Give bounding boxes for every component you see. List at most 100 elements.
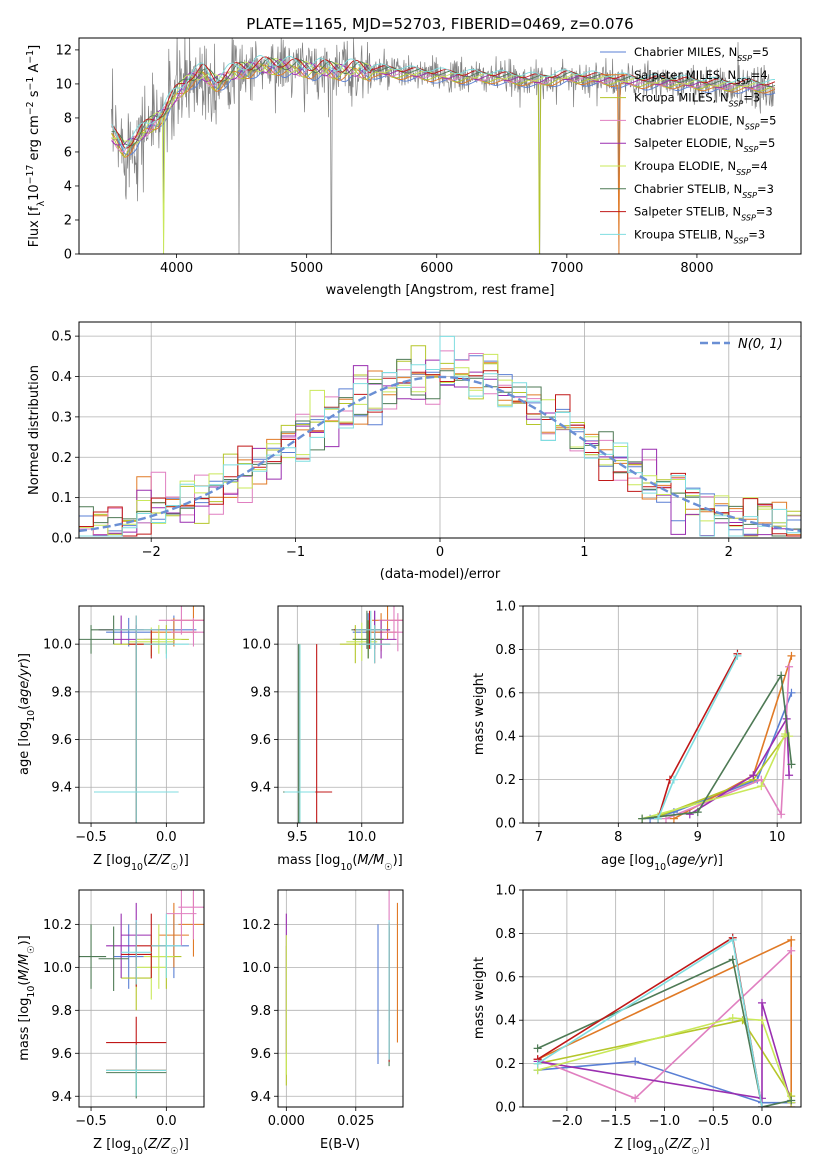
y-tick-label: 9.6 [250,1047,271,1062]
errorbar-kroupa-stelib [121,920,152,985]
errorbar-chabrier-miles [113,924,144,989]
errorbar-chabrier-stelib [79,924,107,989]
weight-point [777,810,786,819]
y-tick-label: 0.1 [51,491,72,506]
errorbar-kroupa-stelib [359,625,391,664]
plot-area [79,606,204,823]
figure-title: PLATE=1165, MJD=52703, FIBERID=0469, z=0… [246,15,633,33]
x-tick-label: −2 [142,545,161,560]
y-tick-label: 0.8 [495,927,516,942]
axes-border [522,605,802,824]
x-tick-label: 2 [725,545,733,560]
x-tick-label: −1 [286,545,305,560]
x-tick-label: 7000 [550,261,583,276]
model-spectrum-salpeter-stelib [111,56,776,149]
x-tick-label: 5000 [290,261,323,276]
errorbar-kroupa-stelib [284,644,316,823]
weight-point [533,1059,542,1068]
axes-border [78,605,205,824]
x-axis-label: Z [log10(Z/Z☉)] [93,1137,189,1157]
errorbar-kroupa-stelib [113,615,159,645]
y-tick-label: 0.8 [495,643,516,658]
y-axis-label: mass weight [472,957,487,1039]
y-tick-label: 4 [64,179,72,194]
weight-point [757,1094,766,1103]
x-tick-label: 10 [769,830,786,845]
x-tick-label: −1.0 [649,1114,681,1129]
axes-frame: 4000 5000 6000 7000 8000 0 2 4 6 8 10 12 Chabrier MI… [25,37,802,298]
errorbar-salpeter-elodie [106,913,137,979]
weight-point [638,814,647,823]
weight-point [533,1044,542,1053]
panel-age-vs-Z: −0.5 0.0 9.4 9.6 9.8 10.0 Z [log10(Z/Z☉)] age [… [17,605,205,873]
weight-point [787,935,796,944]
legend-entry: Chabrier ELODIE, NSSP=5 [634,113,776,130]
x-tick-label: −0.5 [75,830,107,845]
weight-point [685,810,694,819]
legend-entry: Chabrier STELIB, NSSP=3 [634,182,774,200]
x-tick-label: −2.0 [551,1114,583,1129]
x-axis-label: age [log10(age/yr)] [601,853,723,873]
weight-point [787,1096,796,1105]
errorbar-kroupa-stelib [143,629,189,659]
errorbar-kroupa-elodie [143,924,174,989]
y-tick-label: 9.8 [250,1004,271,1019]
y-tick-label: 2 [64,213,72,228]
errorbar-chabrier-stelib [98,926,129,991]
axes-border [277,605,404,824]
y-axis-label: Flux [fλ10−17 erg cm−2 s−1 A−1] [25,45,47,247]
errorbar-chabrier-elodie [166,890,197,946]
y-tick-label: 0.4 [495,1014,516,1029]
axes-border [78,889,205,1108]
errorbar-chabrier-elodie [170,617,204,647]
weight-point [785,662,794,671]
panel-spectrum: 4000 5000 6000 7000 8000 0 2 4 6 8 10 12 Chabrier MI… [25,37,802,298]
x-tick-label: 0 [436,545,444,560]
y-tick-label: 0.0 [495,817,516,832]
x-tick-label: −1.5 [600,1114,632,1129]
y-axis-label: Normed distribution [27,365,42,495]
panel-weight-vs-age: 7 8 9 10 0.0 0.2 0.4 0.6 0.8 1.0 age [log10(age/yr… [472,600,802,873]
weight-point [757,1016,766,1025]
axes-frame: −2 −1 0 1 2 0.0 0.1 0.2 0.3 0.4 0.5 N(0, 1) (data-mo… [27,321,802,582]
x-axis-label: wavelength [Angstrom, rest frame] [326,283,555,298]
y-tick-label: 9.8 [51,1004,72,1019]
errorbar-kroupa-stelib [151,913,182,979]
y-tick-label: 9.6 [250,733,271,748]
y-tick-label: 0.3 [51,410,72,425]
weight-line-chabrier-miles [537,1060,792,1104]
y-axis-label: age [log10(age/yr)] [17,653,37,775]
x-tick-label: 0.0 [156,1114,177,1129]
y-tick-label: 10.0 [242,638,271,653]
plot-area [283,606,403,823]
weight-point [787,688,796,697]
errorbar-chabrier-elodie [378,606,403,640]
y-tick-label: 10.2 [43,918,72,933]
y-tick-label: 10.2 [242,918,271,933]
legend-entry: Kroupa MILES, NSSP=3 [634,91,760,109]
weight-line-salpeter-elodie [537,1002,792,1103]
y-tick-label: 0.0 [495,1101,516,1116]
x-axis-label: mass [log10(M/M☉)] [277,853,403,873]
panel-weight-vs-Z: −2.0 −1.5 −1.0 −0.5 0.0 0.0 0.2 0.4 0.6 0.8 1.0 Z [… [472,884,802,1157]
y-tick-label: 8 [64,111,72,126]
legend-entry: Salpeter STELIB, NSSP=3 [634,205,773,223]
legend: Chabrier MILES, NSSP=5 Salpeter MILES, NS… [600,45,776,245]
plot-area [111,38,776,254]
weight-point [749,771,758,780]
x-axis-label: Z [log10(Z/Z☉)] [614,1137,710,1157]
x-tick-label: 8 [614,830,622,845]
y-tick-label: 1.0 [495,600,516,615]
weight-point [733,651,742,660]
legend-entry: N(0, 1) [738,337,783,352]
legend-entry: Kroupa STELIB, NSSP=3 [634,227,765,245]
x-tick-label: 0.0 [156,830,177,845]
legend: N(0, 1) [700,337,783,352]
plot-area [79,335,801,537]
histogram-chabrier-stelib [79,358,801,537]
x-axis-label: Z [log10(Z/Z☉)] [93,853,189,873]
y-tick-label: 0.6 [495,970,516,985]
errorbar-kroupa-stelib [94,644,179,823]
y-tick-label: 0.0 [51,532,72,547]
